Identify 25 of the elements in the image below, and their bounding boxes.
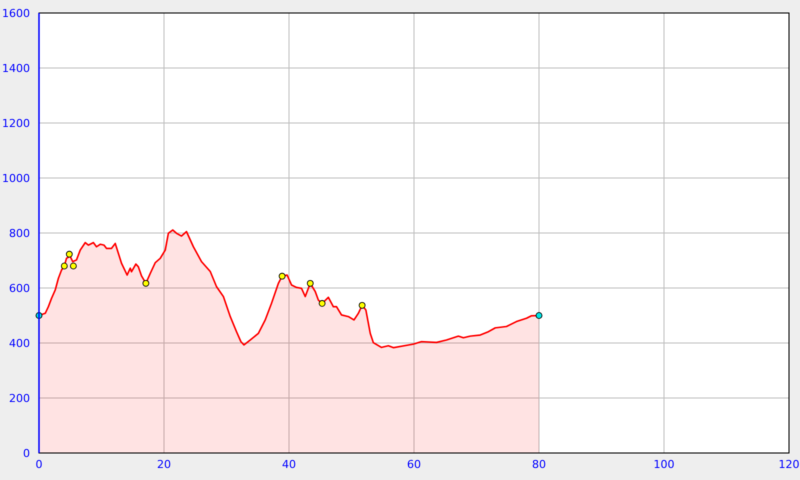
x-tick-label: 20 [157, 458, 171, 471]
x-tick-label: 40 [282, 458, 296, 471]
point [318, 300, 326, 307]
point [306, 280, 314, 287]
x-tick-label: 100 [654, 458, 674, 471]
point [70, 262, 77, 270]
y-tick-label: 600 [9, 282, 30, 295]
y-tick-label: 1600 [2, 7, 30, 20]
point [60, 262, 68, 270]
x-tick-label: 120 [778, 458, 800, 471]
point [536, 312, 542, 319]
x-tick-label: 0 [36, 458, 42, 471]
y-tick-label: 400 [9, 337, 30, 350]
point [66, 250, 73, 258]
y-tick-label: 1200 [2, 117, 30, 130]
y-tick-label: 0 [23, 447, 30, 460]
point [358, 302, 366, 309]
point [278, 272, 286, 280]
x-tick-label: 80 [532, 458, 546, 471]
point [142, 280, 150, 287]
y-tick-label: 1400 [2, 62, 30, 75]
x-tick-label: 60 [407, 458, 421, 471]
y-tick-label: 200 [9, 392, 30, 405]
y-tick-label: 1000 [2, 172, 30, 185]
y-tick-label: 800 [9, 227, 30, 240]
